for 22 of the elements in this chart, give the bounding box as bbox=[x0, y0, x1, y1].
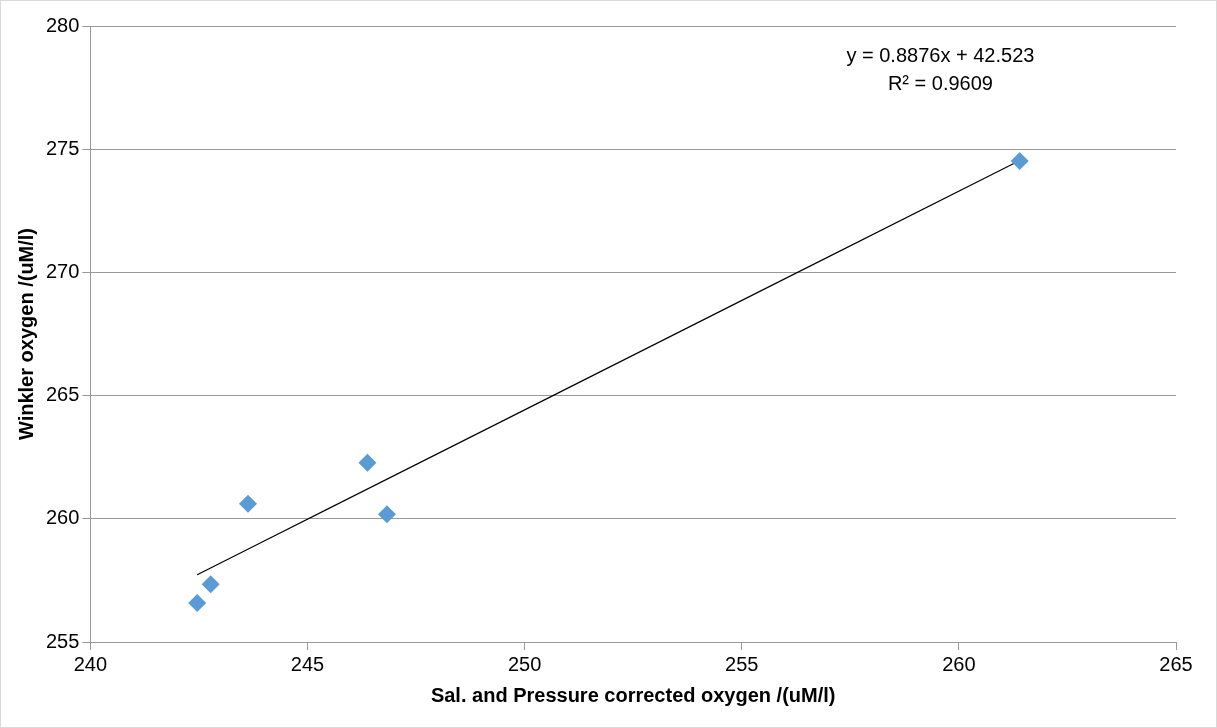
point bbox=[201, 575, 220, 594]
x-tick-label: 255 bbox=[725, 652, 759, 675]
y-tick-label: 255 bbox=[45, 629, 80, 652]
y-tick-label: 270 bbox=[45, 259, 80, 282]
y-axis-title: Winkler oxygen /(uM/l) bbox=[14, 227, 37, 441]
point bbox=[377, 505, 396, 524]
point bbox=[239, 494, 257, 513]
annotation: R² = 0.9609 bbox=[887, 71, 993, 94]
y-tick-label: 265 bbox=[45, 383, 80, 406]
y-tick-label: 280 bbox=[45, 13, 80, 36]
x-tick-label: 250 bbox=[507, 652, 542, 675]
y-tick-label: 260 bbox=[45, 506, 80, 529]
y-tick-label: 275 bbox=[45, 136, 80, 159]
x-tick-label: 245 bbox=[290, 652, 325, 675]
x-tick-label: 240 bbox=[73, 652, 108, 675]
point bbox=[1010, 152, 1029, 171]
x-tick-label: 265 bbox=[1159, 652, 1193, 675]
x-tick-label: 260 bbox=[942, 652, 976, 675]
point bbox=[188, 594, 207, 613]
x-axis-title: Sal. and Pressure corrected oxygen /(uM/l) bbox=[430, 683, 836, 706]
annotation: y = 0.8876x + 42.523 bbox=[846, 43, 1035, 66]
point bbox=[358, 453, 377, 472]
